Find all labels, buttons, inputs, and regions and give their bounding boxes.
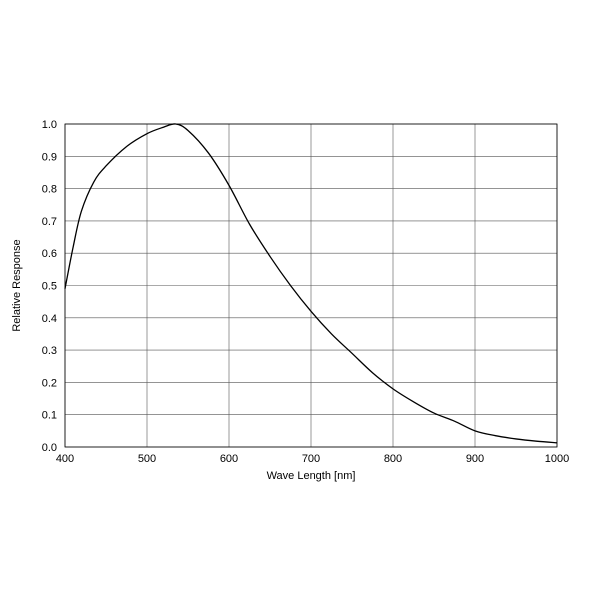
x-tick-label: 500 (138, 453, 156, 465)
x-tick-label: 900 (466, 453, 484, 465)
y-tick-label: 0.0 (42, 442, 57, 454)
y-tick-label: 0.8 (42, 184, 57, 196)
y-tick-label: 0.7 (42, 216, 57, 228)
x-tick-label: 600 (220, 453, 238, 465)
y-axis-label: Relative Response (11, 239, 23, 331)
y-tick-labels: 0.0 0.1 0.2 0.3 0.4 0.5 0.6 0.7 0.8 0.9 1.0 (42, 119, 57, 454)
x-tick-label: 1000 (545, 453, 569, 465)
x-tick-labels: 400 500 600 700 800 900 1000 (56, 453, 569, 465)
x-axis-label: Wave Length [nm] (267, 470, 356, 482)
series-line (64, 123, 558, 444)
y-tick-label: 0.6 (42, 248, 57, 260)
y-tick-label: 0.9 (42, 151, 57, 163)
series-group (64, 123, 558, 444)
y-tick-label: 0.4 (42, 313, 57, 325)
y-tick-label: 0.3 (42, 345, 57, 357)
y-tick-label: 0.1 (42, 410, 57, 422)
x-tick-label: 400 (56, 453, 74, 465)
x-tick-label: 800 (384, 453, 402, 465)
y-tick-label: 0.2 (42, 377, 57, 389)
x-tick-label: 700 (302, 453, 320, 465)
y-tick-label: 0.5 (42, 281, 57, 293)
y-tick-label: 1.0 (42, 119, 57, 131)
